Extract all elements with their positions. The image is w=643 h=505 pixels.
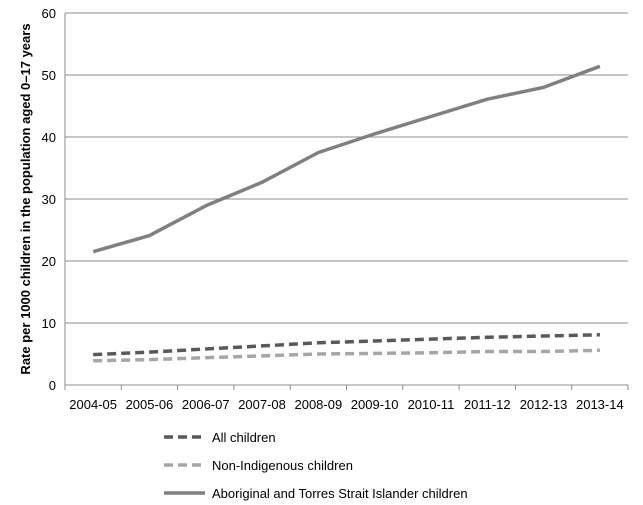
- y-tick-label: 20: [42, 254, 56, 269]
- x-tick-label: 2008-09: [294, 397, 342, 412]
- x-tick-label: 2013-14: [576, 397, 624, 412]
- y-tick-label: 30: [42, 192, 56, 207]
- legend-item: All children: [164, 430, 276, 445]
- series-lines: [92, 64, 601, 363]
- x-tick-label: 2011-12: [464, 397, 511, 412]
- x-tick-label: 2012-13: [520, 397, 568, 412]
- x-tick-labels: 2004-05 2005-06 2006-07 2007-08 2008-09 2009-…: [69, 397, 623, 412]
- x-tick-label: 2009-10: [351, 397, 399, 412]
- x-tick-label: 2010-11: [408, 397, 455, 412]
- y-tick-label: 40: [42, 130, 56, 145]
- y-tick-label: 0: [49, 378, 56, 393]
- legend-item: Aboriginal and Torres Strait Islander ch…: [164, 486, 468, 501]
- legend: All children Non-Indigenous children Abori…: [164, 430, 468, 501]
- y-tick-label: 10: [42, 316, 56, 331]
- series-line-1: [93, 348, 600, 363]
- x-tick-label: 2004-05: [69, 397, 117, 412]
- y-tick-labels: 0 10 20 30 40 50 60: [42, 6, 56, 393]
- axes: [64, 13, 629, 390]
- x-tick-label: 2006-07: [182, 397, 230, 412]
- y-tick-label: 50: [42, 68, 56, 83]
- legend-label: Non-Indigenous children: [212, 458, 353, 473]
- x-tick-label: 2005-06: [126, 397, 174, 412]
- legend-label: Aboriginal and Torres Strait Islander ch…: [212, 486, 468, 501]
- legend-label: All children: [212, 430, 276, 445]
- series-line-2: [92, 64, 601, 254]
- y-axis-label: Rate per 1000 children in the population…: [18, 23, 33, 374]
- y-tick-label: 60: [42, 6, 56, 21]
- legend-item: Non-Indigenous children: [164, 458, 353, 473]
- gridlines: [65, 12, 628, 324]
- series-line-0: [93, 333, 600, 357]
- x-tick-label: 2007-08: [238, 397, 286, 412]
